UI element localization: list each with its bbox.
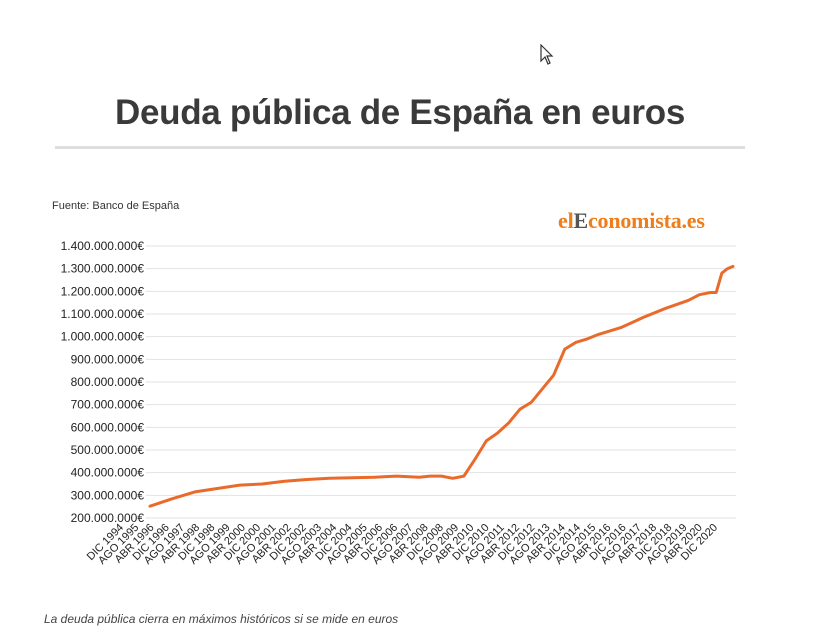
y-tick-label: 1.000.000.000€ — [61, 330, 145, 344]
y-tick-label: 300.000.000€ — [71, 488, 145, 502]
y-tick-label: 600.000.000€ — [71, 420, 145, 434]
y-axis-ticks: 200.000.000€ 300.000.000€ 400.000.000€ 500.… — [61, 239, 145, 525]
y-tick-label: 1.200.000.000€ — [61, 284, 145, 298]
y-tick-label: 1.300.000.000€ — [61, 262, 145, 276]
title-divider — [55, 146, 745, 149]
y-tick-label: 900.000.000€ — [71, 352, 145, 366]
mouse-cursor-icon — [540, 44, 554, 65]
series-line — [148, 264, 735, 508]
source-note: Fuente: Banco de España — [52, 200, 180, 212]
eleconomista-logo: elEconomista.es — [558, 208, 705, 233]
y-tick-label: 800.000.000€ — [71, 375, 145, 389]
image-caption: La deuda pública cierra en máximos histó… — [44, 612, 399, 626]
y-tick-label: 400.000.000€ — [71, 466, 145, 480]
y-tick-label: 200.000.000€ — [71, 511, 145, 525]
y-tick-label: 1.400.000.000€ — [61, 239, 145, 253]
chart-title: Deuda pública de España en euros — [114, 93, 685, 132]
grid-lines — [146, 245, 736, 519]
y-tick-label: 700.000.000€ — [71, 398, 145, 412]
y-tick-label: 1.100.000.000€ — [61, 307, 145, 321]
y-tick-label: 500.000.000€ — [71, 443, 145, 457]
